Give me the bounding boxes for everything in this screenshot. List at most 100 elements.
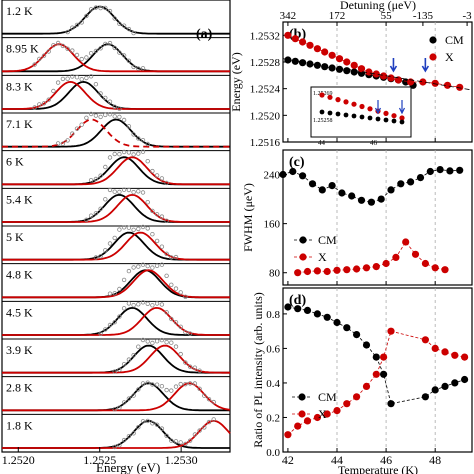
cm-point [357, 196, 366, 204]
data-point [93, 113, 99, 118]
x-point [382, 259, 390, 268]
x-point [402, 238, 410, 246]
cm-point [291, 57, 299, 65]
data-point [112, 114, 117, 119]
cm-fit-curve [2, 118, 230, 148]
x-point [353, 265, 361, 273]
legend-label: CM [318, 233, 337, 247]
data-point [183, 294, 188, 299]
data-point [88, 51, 94, 56]
x-point [411, 250, 420, 258]
x-point [321, 48, 329, 56]
temperature-label: 3.9 K [6, 343, 33, 357]
inset-x-point [383, 110, 389, 116]
data-point [93, 211, 99, 216]
x-point [284, 31, 292, 39]
y-tick-label: 1.2528 [250, 57, 281, 69]
top-tick-label: -3 [463, 10, 473, 22]
cm-point [431, 386, 439, 394]
data-point [51, 43, 56, 48]
data-point [55, 40, 61, 46]
data-point [164, 387, 169, 393]
data-point [136, 264, 141, 269]
y-tick-label: 1.2520 [250, 110, 281, 122]
data-point [107, 322, 113, 328]
data-point [88, 74, 94, 79]
data-point [169, 438, 174, 443]
data-point [88, 177, 94, 183]
cm-fit-curve [2, 5, 230, 35]
x-fit-curve [2, 193, 230, 223]
data-point [126, 434, 132, 439]
data-point [131, 64, 136, 70]
inset-x-point [327, 94, 333, 100]
cm-point [303, 306, 312, 314]
cm-point [313, 61, 321, 69]
top-tick-label: 55 [381, 10, 393, 22]
data-point [93, 5, 99, 10]
data-point [117, 114, 122, 120]
data-point [145, 380, 150, 385]
data-point [154, 382, 160, 387]
x-axis-label: Temperature (K) [338, 463, 418, 474]
cm-point [306, 60, 314, 68]
data-point [103, 164, 108, 170]
data-point [65, 46, 70, 51]
temperature-label: 4.5 K [6, 305, 33, 319]
data-point [112, 45, 117, 51]
legend-marker [429, 53, 437, 61]
x-point [353, 393, 361, 401]
data-point [150, 265, 155, 270]
data-point [84, 115, 89, 120]
x-point [362, 382, 371, 390]
legend-label: X [445, 50, 454, 64]
cm-point [446, 167, 454, 175]
spectrum-row: 5.4 K [2, 187, 230, 227]
x-point [323, 410, 331, 418]
arrow-icon [374, 100, 382, 115]
top-tick-label: 172 [329, 10, 346, 22]
inset-x-point [351, 101, 357, 107]
data-point [117, 314, 122, 319]
x-point [419, 78, 427, 86]
spectrum-row: 8.3 K [2, 74, 230, 114]
cm-point [362, 341, 371, 349]
x-fit-curve [2, 80, 230, 110]
legend-label: CM [445, 33, 464, 47]
x-point [294, 269, 302, 277]
panel-c-legend: CM X [294, 233, 337, 264]
inset-x-point [343, 99, 349, 105]
cm-point [343, 324, 351, 332]
top-axis-label: Detuning (μeV) [340, 0, 416, 12]
data-point [126, 225, 132, 230]
cm-point [397, 180, 405, 188]
data-point [145, 301, 150, 306]
data-point [65, 29, 70, 35]
data-point [187, 331, 193, 336]
data-point [126, 124, 132, 129]
arrow-icon [389, 58, 398, 73]
x-point [421, 336, 429, 344]
data-point [145, 199, 150, 205]
data-point [159, 384, 165, 389]
data-point [202, 425, 207, 430]
cm-point [323, 313, 331, 321]
cm-point [284, 56, 292, 64]
data-point [112, 16, 117, 21]
y-tick-label: 0.2 [266, 412, 280, 424]
data-point [121, 225, 127, 230]
data-point [121, 149, 127, 155]
spectrum-row: 7.1 K [2, 111, 230, 152]
data-point [107, 8, 113, 14]
data-point [211, 399, 216, 405]
data-point [88, 111, 94, 117]
x-point [392, 253, 400, 261]
data-point [93, 48, 99, 54]
x-point [303, 267, 312, 276]
data-point [145, 226, 150, 231]
data-point [74, 52, 80, 58]
data-point [159, 302, 165, 307]
data-point [103, 197, 108, 202]
cm-point [338, 189, 346, 197]
cm-fit-curve [2, 80, 230, 110]
